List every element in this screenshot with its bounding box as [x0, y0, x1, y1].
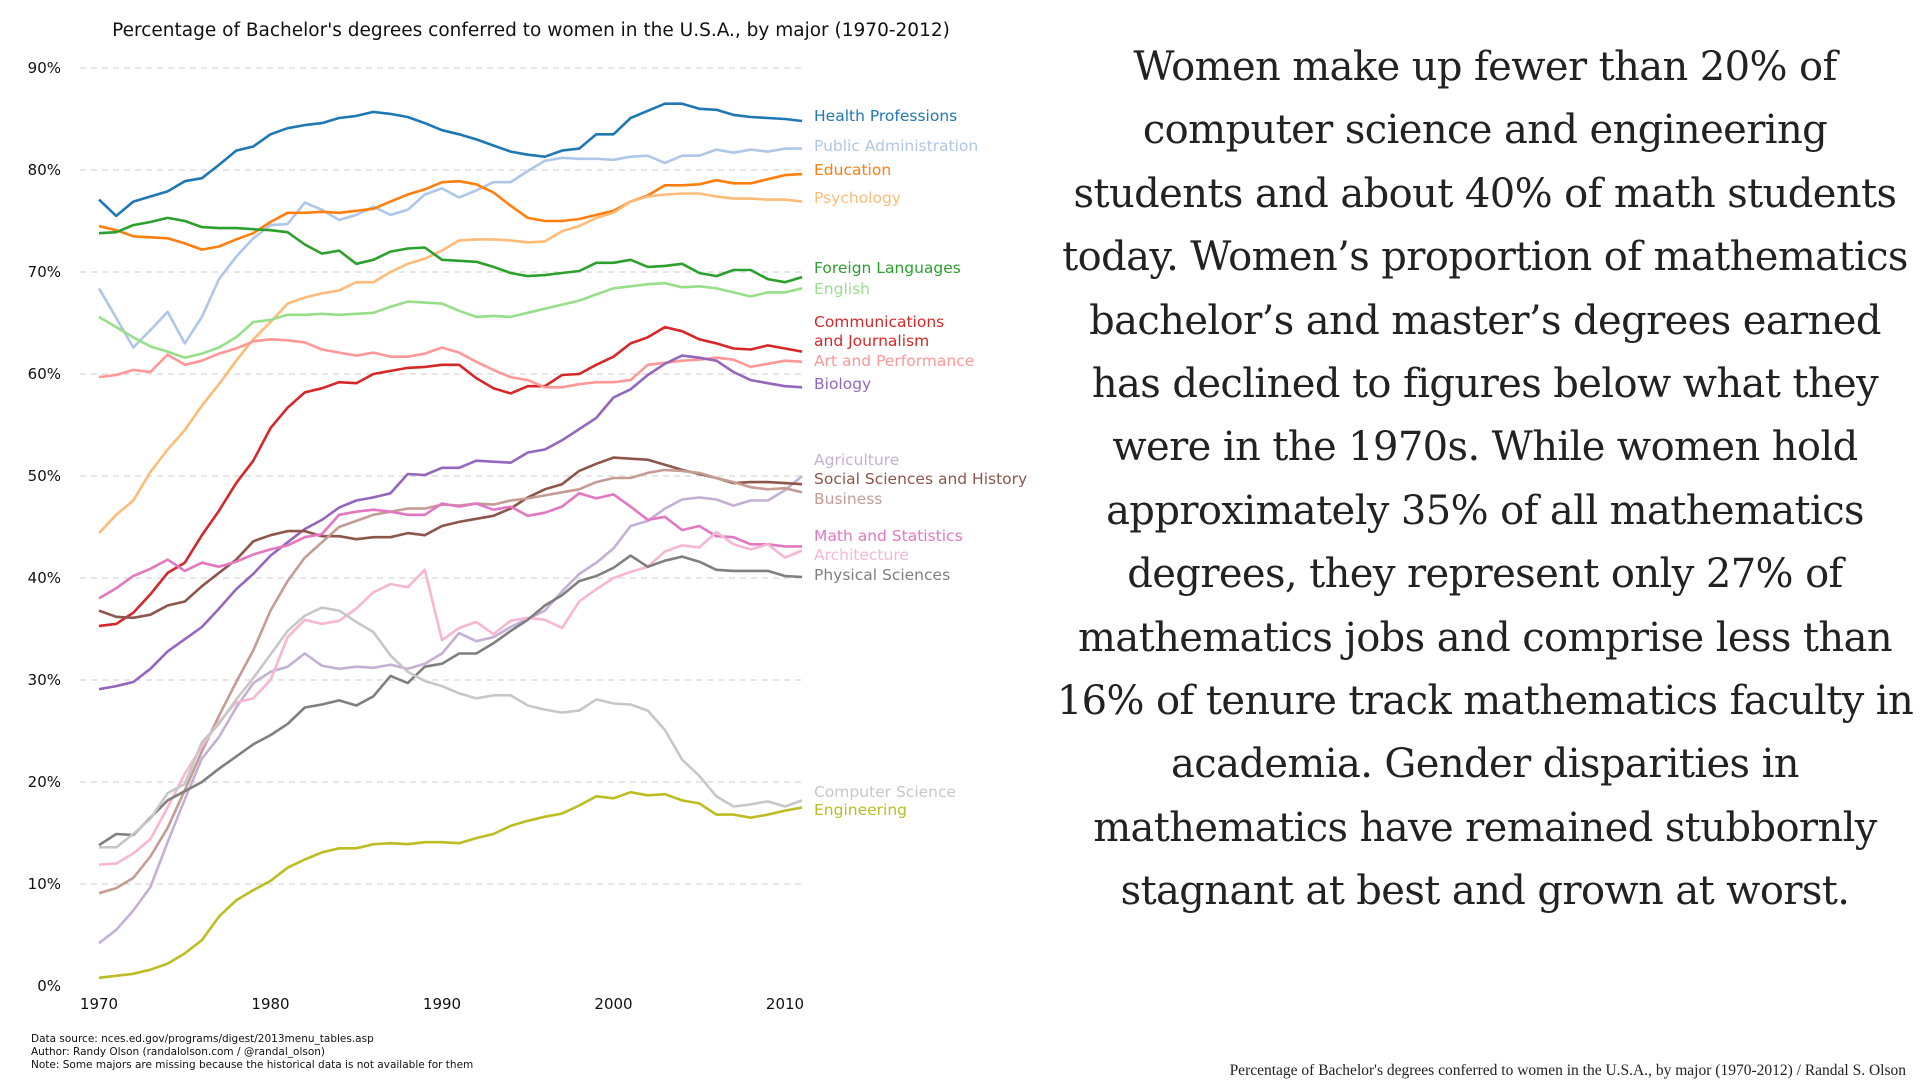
series-line-public-administration	[97, 147, 803, 349]
x-tick-label: 1990	[423, 995, 461, 1013]
y-tick-label: 20%	[28, 773, 61, 791]
series-labels: Health Professions Public Administration E…	[814, 107, 1027, 819]
y-tick-label: 50%	[28, 467, 61, 485]
series-line-foreign-languages	[98, 216, 803, 284]
series-line-english	[98, 281, 803, 360]
x-axis-tick-labels: 1970 1980 1990 2000 2010	[80, 995, 804, 1013]
series-label: Biology	[814, 375, 871, 393]
series-label: Physical Sciences	[814, 566, 950, 584]
y-tick-label: 90%	[28, 59, 61, 77]
chart-title: Percentage of Bachelor's degrees conferr…	[112, 20, 950, 41]
x-tick-label: 2010	[766, 995, 804, 1013]
series-line-biology	[98, 354, 803, 691]
series-label: Architecture	[814, 546, 909, 564]
y-tick-label: 70%	[28, 263, 61, 281]
series-line-computer-science	[99, 606, 803, 849]
series-line-agriculture	[98, 475, 803, 945]
footnote-note: Note: Some majors are missing because th…	[31, 1059, 474, 1071]
series-label: Business	[814, 490, 882, 508]
series-line-physical-sciences	[98, 554, 803, 847]
footnote-data-source: Data source: nces.ed.gov/programs/digest…	[31, 1033, 374, 1045]
series-label: Public Administration	[814, 137, 978, 155]
series-line-education	[98, 172, 803, 251]
y-tick-label: 30%	[28, 671, 61, 689]
image-credit: Percentage of Bachelor's degrees conferr…	[1229, 1062, 1906, 1079]
series-label: Education	[814, 161, 891, 179]
y-tick-label: 80%	[28, 161, 61, 179]
series-label: Engineering	[814, 801, 907, 819]
footnote-author: Author: Randy Olson (randalolson.com / @…	[31, 1046, 326, 1058]
series-label: Math and Statistics	[814, 527, 963, 545]
series-label: Agriculture	[814, 451, 899, 469]
series-line-engineering	[98, 790, 803, 980]
line-chart: Percentage of Bachelor's degrees conferr…	[28, 20, 1028, 1013]
x-tick-label: 1970	[80, 995, 118, 1013]
series-label: Foreign Languages	[814, 259, 961, 277]
y-axis-tick-labels: 0% 10% 20% 30% 40% 50% 60% 70% 80% 90%	[28, 59, 61, 995]
series-label: Psychology	[814, 189, 901, 207]
series-label: and Journalism	[814, 332, 929, 350]
y-tick-label: 40%	[28, 569, 61, 587]
series-line-architecture	[98, 530, 803, 866]
series-label: Art and Performance	[814, 352, 974, 370]
series-line-communications-and-journalism	[98, 325, 803, 628]
series-lines	[97, 102, 803, 980]
footnotes: Data source: nces.ed.gov/programs/digest…	[31, 1033, 473, 1072]
series-line-math-and-statistics	[98, 491, 803, 600]
series-line-health-professions	[98, 102, 803, 218]
y-tick-label: 60%	[28, 365, 61, 383]
y-tick-label: 10%	[28, 875, 61, 893]
series-line-social-sciences-and-history	[98, 456, 803, 620]
essay-text: Women make up fewer than 20% of computer…	[1056, 44, 1914, 915]
series-label: Computer Science	[814, 783, 956, 801]
y-tick-label: 0%	[37, 977, 61, 995]
series-label: Communications	[814, 313, 944, 331]
series-line-psychology	[98, 192, 803, 534]
series-label: Social Sciences and History	[814, 470, 1027, 488]
series-label: English	[814, 280, 870, 298]
series-label: Health Professions	[814, 107, 957, 125]
x-tick-label: 1980	[251, 995, 289, 1013]
x-tick-label: 2000	[594, 995, 632, 1013]
series-line-art-and-performance	[98, 337, 803, 389]
